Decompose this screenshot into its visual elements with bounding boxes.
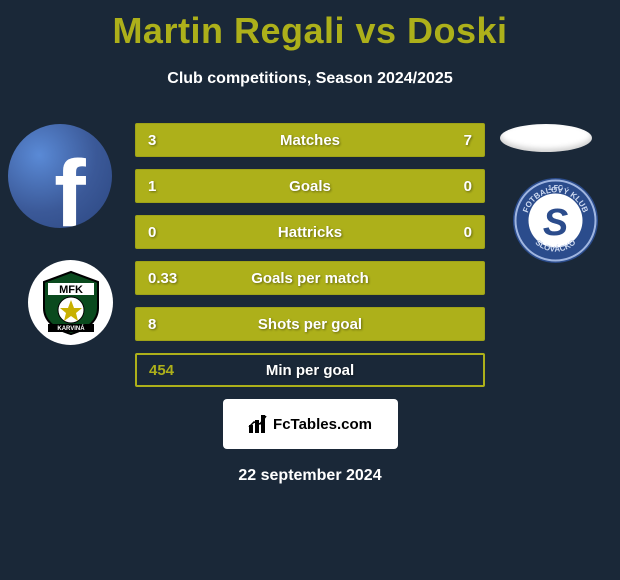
stat-label: Min per goal	[137, 362, 483, 379]
svg-text:1.FC: 1.FC	[548, 185, 563, 192]
stat-left-value: 8	[148, 316, 156, 333]
facebook-f-glyph: f	[54, 140, 86, 229]
chart-icon	[248, 414, 268, 434]
stat-label: Shots per goal	[136, 316, 484, 333]
stat-left-value: 0.33	[148, 270, 177, 287]
stat-label: Matches	[136, 132, 484, 149]
svg-text:KARVINÁ: KARVINÁ	[57, 325, 85, 332]
svg-text:S: S	[543, 202, 568, 244]
slovacko-club-badge: S FOTBALOVÝ KLUB SLOVÁCKO 1.FC	[513, 178, 598, 263]
karvina-club-badge: MFK KARVINÁ	[28, 260, 113, 345]
stat-left-value: 0	[148, 224, 156, 241]
stat-label: Hattricks	[136, 224, 484, 241]
stat-right-value: 0	[464, 178, 472, 195]
karvina-badge-svg: MFK KARVINÁ	[36, 268, 106, 338]
stat-label: Goals	[136, 178, 484, 195]
white-oval-badge	[500, 124, 592, 152]
stat-row: 8 Shots per goal	[135, 307, 485, 341]
stat-left-value: 454	[149, 362, 174, 379]
facebook-icon: f	[8, 124, 112, 228]
stat-row: 0.33 Goals per match	[135, 261, 485, 295]
fctables-badge[interactable]: FcTables.com	[223, 399, 398, 449]
stat-row: 454 Min per goal	[135, 353, 485, 387]
slovacko-badge-svg: S FOTBALOVÝ KLUB SLOVÁCKO 1.FC	[513, 178, 598, 263]
stat-left-value: 3	[148, 132, 156, 149]
stat-row: 1 Goals 0	[135, 169, 485, 203]
stat-label: Goals per match	[136, 270, 484, 287]
stat-row: 0 Hattricks 0	[135, 215, 485, 249]
stat-right-value: 0	[464, 224, 472, 241]
page-title: Martin Regali vs Doski	[0, 0, 620, 52]
stat-right-value: 7	[464, 132, 472, 149]
stats-container: 3 Matches 7 1 Goals 0 0 Hattricks 0 0.33…	[135, 123, 485, 387]
svg-text:MFK: MFK	[59, 284, 83, 296]
date-label: 22 september 2024	[0, 467, 620, 485]
stat-row: 3 Matches 7	[135, 123, 485, 157]
stat-left-value: 1	[148, 178, 156, 195]
subtitle: Club competitions, Season 2024/2025	[0, 70, 620, 88]
fctables-label: FcTables.com	[273, 416, 372, 433]
